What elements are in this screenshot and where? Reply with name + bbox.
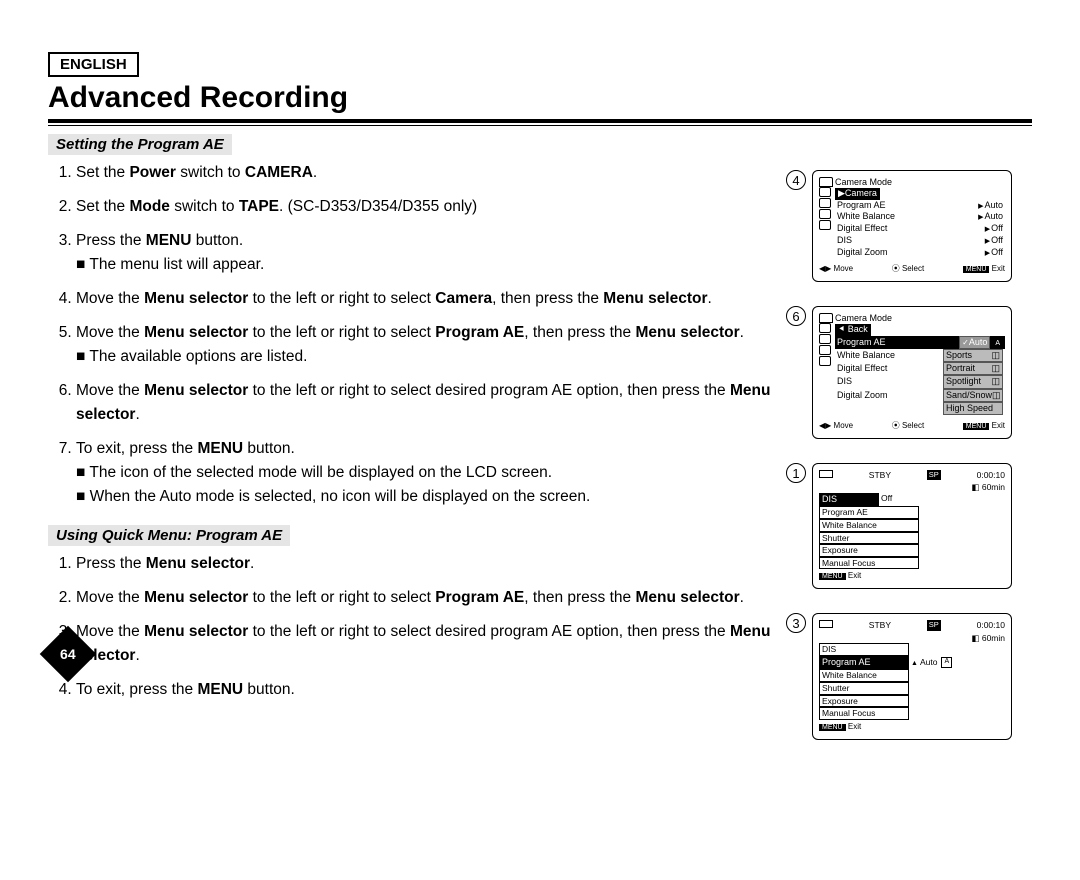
- lcd-title: Camera Mode: [835, 313, 1005, 324]
- manual-page: ENGLISH Advanced Recording Setting the P…: [0, 0, 1080, 702]
- step-5: Move the Menu selector to the left or ri…: [76, 321, 808, 369]
- lcd-row: High Speed: [835, 402, 1005, 415]
- lcd-4: Camera Mode ▶Camera Program AEAutoWhite …: [812, 170, 1012, 282]
- step-marker-4: 4: [786, 170, 806, 190]
- step-3: Press the MENU button. ■ The menu list w…: [76, 229, 808, 277]
- camera-icon: [819, 177, 833, 187]
- qstep-1: Press the Menu selector.: [76, 552, 808, 576]
- mode-icon: [819, 345, 831, 355]
- lcd-footer: ◀▶ Move ⦿ Select MENU Exit: [819, 264, 1005, 275]
- qm-row: Exposure: [819, 695, 909, 708]
- qstep-3: Move the Menu selector to the left or ri…: [76, 620, 808, 668]
- lcd-footer: ◀▶ Move ⦿ Select MENU Exit: [819, 421, 1005, 432]
- step-7-sub1: ■ The icon of the selected mode will be …: [76, 461, 808, 485]
- step-6: Move the Menu selector to the left or ri…: [76, 379, 808, 427]
- lcd-row: Program AEAuto: [835, 200, 1005, 212]
- language-box: ENGLISH: [48, 52, 139, 77]
- lcd-row: Digital ZoomSand/Snow ◫: [835, 389, 1005, 402]
- mode-icon: [819, 323, 831, 333]
- instructions-2: Press the Menu selector. Move the Menu s…: [48, 552, 808, 702]
- section-heading-1: Setting the Program AE: [48, 134, 232, 155]
- qm-row: DISOff: [819, 493, 919, 506]
- mode-icon: [819, 209, 831, 219]
- lcd-6: Camera Mode ⯇ Back Program AE AutoA Whit…: [812, 306, 1012, 439]
- step-3-sub: ■ The menu list will appear.: [76, 253, 808, 277]
- divider-thick: [48, 119, 1032, 123]
- diagram-1: 1 STBY SP 0:00:10 ◧ 60min DISOffProgram …: [812, 463, 1032, 589]
- mode-icon: [819, 198, 831, 208]
- mode-icon: [819, 334, 831, 344]
- lcd-3: STBY SP 0:00:10 ◧ 60min DISProgram AEAut…: [812, 613, 1012, 739]
- qstep-2: Move the Menu selector to the left or ri…: [76, 586, 808, 610]
- lcd-selected: ▶Camera: [835, 188, 880, 199]
- qm-row: Shutter: [819, 532, 919, 545]
- section-heading-2: Using Quick Menu: Program AE: [48, 525, 290, 546]
- lcd-row: Digital ZoomOff: [835, 247, 1005, 259]
- qm-row: Manual Focus: [819, 557, 919, 570]
- qm-row: Program AE: [819, 506, 919, 519]
- qm-row: DIS: [819, 643, 909, 656]
- qm-row: Manual Focus: [819, 707, 909, 720]
- diagram-4: 4 Camera Mode ▶Camera: [812, 170, 1032, 282]
- diagram-6: 6 Camera Mode ⯇ Back: [812, 306, 1032, 439]
- lcd-back: ⯇ Back: [835, 324, 871, 335]
- step-7-sub2: ■ When the Auto mode is selected, no ico…: [76, 485, 808, 509]
- qm-row: Shutter: [819, 682, 909, 695]
- battery-icon: [819, 470, 833, 478]
- lcd-row: Digital EffectPortrait ◫: [835, 362, 1005, 375]
- lcd-sel-row: Program AE AutoA: [835, 336, 1005, 349]
- step-5-sub: ■ The available options are listed.: [76, 345, 808, 369]
- step-1: Set the Power switch to CAMERA.: [76, 161, 808, 185]
- instructions-1: Set the Power switch to CAMERA. Set the …: [48, 161, 808, 509]
- step-4: Move the Menu selector to the left or ri…: [76, 287, 808, 311]
- step-marker-1: 1: [786, 463, 806, 483]
- qm-row: Program AEAuto A: [819, 656, 969, 669]
- lcd-row: Digital EffectOff: [835, 223, 1005, 235]
- lcd-row: DISSpotlight ◫: [835, 375, 1005, 388]
- qstep-4: To exit, press the MENU button.: [76, 678, 808, 702]
- mode-icon: [819, 187, 831, 197]
- step-marker-3: 3: [786, 613, 806, 633]
- lcd-row: White BalanceAuto: [835, 211, 1005, 223]
- battery-icon: [819, 620, 833, 628]
- page-number: 64: [48, 634, 88, 674]
- mode-icon: [819, 356, 831, 366]
- lcd-row: White BalanceSports ◫: [835, 349, 1005, 362]
- qm-row: White Balance: [819, 519, 919, 532]
- diagram-3: 3 STBY SP 0:00:10 ◧ 60min DISProgram AEA…: [812, 613, 1032, 739]
- divider-thin: [48, 125, 1032, 126]
- page-title: Advanced Recording: [48, 81, 1032, 115]
- step-2: Set the Mode switch to TAPE. (SC-D353/D3…: [76, 195, 808, 219]
- diagram-column: 4 Camera Mode ▶Camera: [812, 170, 1032, 764]
- step-marker-6: 6: [786, 306, 806, 326]
- lcd-row: DISOff: [835, 235, 1005, 247]
- mode-icon: [819, 220, 831, 230]
- qm-row: Exposure: [819, 544, 919, 557]
- step-7: To exit, press the MENU button. ■ The ic…: [76, 437, 808, 509]
- camera-icon: [819, 313, 833, 323]
- lcd-1: STBY SP 0:00:10 ◧ 60min DISOffProgram AE…: [812, 463, 1012, 589]
- qm-row: White Balance: [819, 669, 909, 682]
- lcd-title: Camera Mode: [835, 177, 1005, 188]
